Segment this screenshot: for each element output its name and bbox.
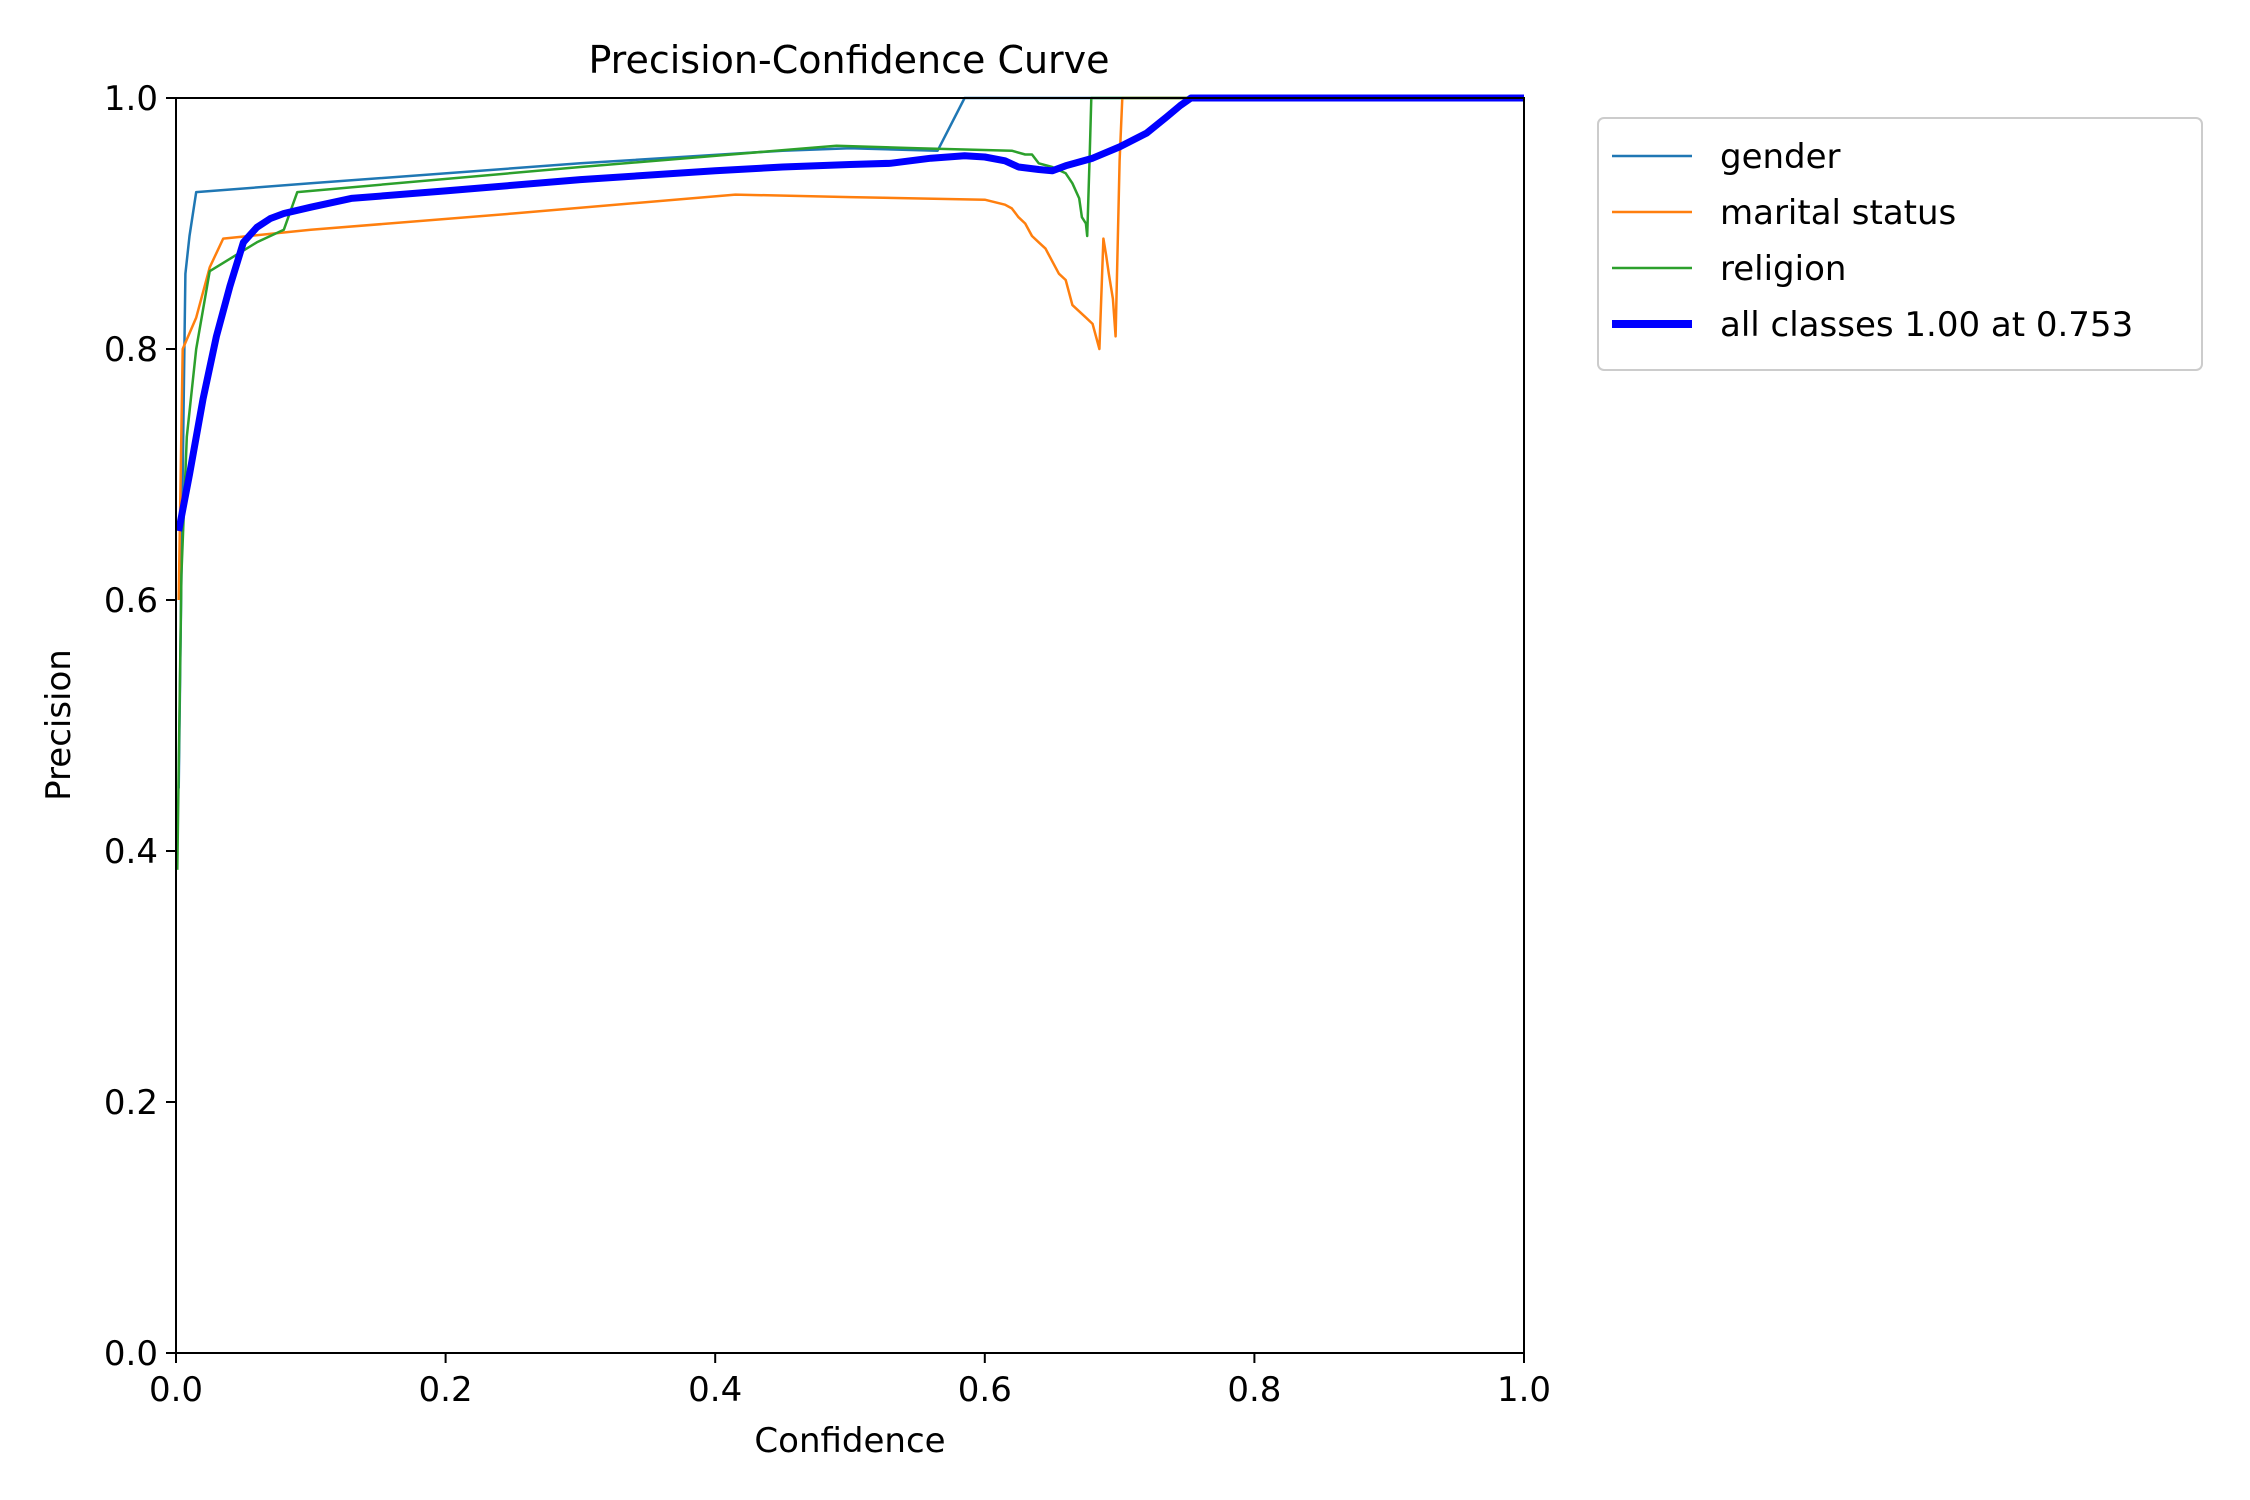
x-tick-label: 0.6 (958, 1370, 1012, 1410)
legend-box (1597, 117, 2203, 371)
legend-label: religion (1720, 249, 1846, 289)
series-line-3 (175, 94, 1524, 532)
x-tick-label: 0.8 (1227, 1370, 1281, 1410)
y-tick-label: 0.0 (104, 1334, 158, 1374)
series-line-0 (177, 96, 1524, 789)
x-axis: 0.0 0.2 0.4 0.6 0.8 1.0 (149, 1353, 1551, 1410)
x-tick-label: 0.0 (149, 1370, 203, 1410)
x-tick-label: 1.0 (1497, 1370, 1551, 1410)
x-tick-label: 0.4 (688, 1370, 742, 1410)
y-tick-label: 0.4 (104, 832, 158, 872)
legend-label: marital status (1720, 193, 1956, 233)
y-axis-label: Precision (39, 649, 79, 801)
legend-label: all classes 1.00 at 0.753 (1720, 305, 2133, 345)
series-layer (175, 94, 1524, 870)
y-tick-label: 0.2 (104, 1083, 158, 1123)
x-axis-label: Confidence (754, 1421, 945, 1461)
y-axis: 0.0 0.2 0.4 0.6 0.8 1.0 (104, 79, 176, 1374)
axes-frame (175, 97, 1525, 1354)
series-line-2 (176, 96, 1524, 870)
series-line-1 (177, 96, 1524, 601)
x-tick-label: 0.2 (419, 1370, 473, 1410)
legend-label: gender (1720, 137, 1841, 177)
y-tick-label: 0.8 (104, 330, 158, 370)
y-tick-label: 0.6 (104, 581, 158, 621)
chart-title: Precision-Confidence Curve (588, 38, 1109, 82)
legend: gender marital status religion all classes … (1597, 117, 2203, 371)
y-tick-label: 1.0 (104, 79, 158, 119)
